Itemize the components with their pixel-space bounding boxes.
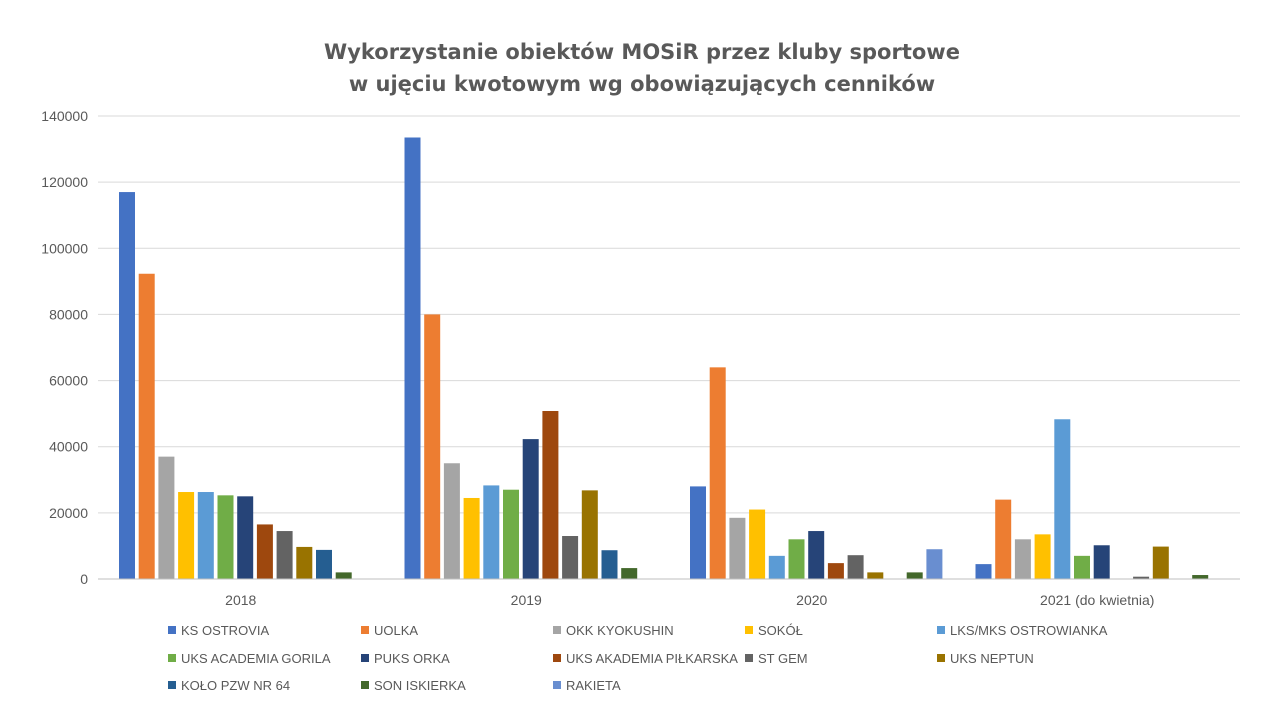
legend-label: UKS NEPTUN [950, 651, 1034, 666]
legend-swatch [361, 654, 369, 662]
legend-swatch [168, 681, 176, 689]
bar-uolka-2021-do-kwietnia- [995, 499, 1012, 579]
bar-lks-mks-ostrowianka-2019 [483, 485, 500, 579]
bar-okk-kyokushin-2020 [729, 517, 746, 579]
legend-swatch [745, 654, 753, 662]
legend-label: KOŁO PZW NR 64 [181, 678, 290, 693]
bar-st-gem-2021-do-kwietnia- [1133, 576, 1150, 579]
bar-okk-kyokushin-2021-do-kwietnia- [1014, 539, 1031, 579]
legend-label: PUKS ORKA [374, 651, 450, 666]
chart-subtitle: w ujęciu kwotowym wg obowiązujących cenn… [349, 72, 935, 96]
y-axis-ticks: 0 20000 40000 60000 80000 100000 120000 140000 [41, 108, 88, 587]
bar-uks-neptun-2020 [867, 572, 884, 579]
bar-ks-ostrovia-2019 [404, 137, 421, 579]
bar-uolka-2020 [709, 367, 726, 579]
bar-uolka-2019 [424, 314, 441, 579]
bar-puks-orka-2019 [522, 439, 539, 579]
legend-label: UOLKA [374, 623, 418, 638]
bar-puks-orka-2018 [237, 496, 254, 579]
bar-sok--2021-do-kwietnia- [1034, 534, 1051, 579]
bar-uks-akademia-pi-karska-2018 [256, 524, 273, 579]
legend-swatch [168, 654, 176, 662]
legend-label: LKS/MKS OSTROWIANKA [950, 623, 1108, 638]
bar-uks-academia-gorila-2019 [503, 489, 519, 579]
x-axis-labels: 2018 2019 2020 2021 (do kwietnia) [225, 592, 1154, 608]
legend-label: RAKIETA [566, 678, 621, 693]
legend-swatch [553, 654, 561, 662]
bar-uks-academia-gorila-2020 [788, 539, 805, 579]
bar-son-iskierka-2018 [335, 572, 352, 579]
legend-swatch [553, 681, 561, 689]
x-category-label: 2021 (do kwietnia) [1040, 592, 1154, 608]
legend-label: SOKÓŁ [758, 623, 803, 638]
bar-st-gem-2019 [562, 536, 579, 579]
legend-swatch [361, 626, 369, 634]
legend-swatch [937, 626, 945, 634]
y-tick-label: 60000 [49, 373, 88, 389]
bar-son-iskierka-2020 [906, 572, 923, 579]
y-tick-label: 20000 [49, 505, 88, 521]
bar-st-gem-2020 [847, 555, 864, 579]
legend-label: ST GEM [758, 651, 808, 666]
legend: KS OSTROVIA UOLKA OKK KYOKUSHIN SOKÓŁ LKS/MK… [168, 623, 1108, 693]
bar-uolka-2018 [138, 273, 155, 579]
bar-lks-mks-ostrowianka-2020 [768, 555, 785, 579]
bar-okk-kyokushin-2019 [443, 463, 460, 579]
chart-title: Wykorzystanie obiektów MOSiR przez kluby… [324, 40, 960, 64]
bar-lks-mks-ostrowianka-2021-do-kwietnia- [1054, 419, 1071, 579]
bar-ks-ostrovia-2020 [690, 486, 706, 579]
bar-st-gem-2018 [276, 531, 293, 579]
gridlines [98, 115, 1240, 514]
bar-uks-academia-gorila-2021-do-kwietnia- [1074, 555, 1090, 579]
legend-swatch [553, 626, 561, 634]
bar-lks-mks-ostrowianka-2018 [197, 492, 214, 579]
legend-label: KS OSTROVIA [181, 623, 269, 638]
legend-label: UKS AKADEMIA PIŁKARSKA [566, 651, 738, 666]
y-tick-label: 40000 [49, 439, 88, 455]
bar-uks-neptun-2021-do-kwietnia- [1152, 546, 1169, 579]
x-category-label: 2020 [796, 592, 827, 608]
bar-ko-o-pzw-nr-64-2018 [316, 549, 332, 579]
bar-rakieta-2020 [926, 549, 943, 579]
bar-sok--2018 [178, 492, 195, 579]
bar-son-iskierka-2019 [621, 568, 638, 579]
bar-uks-neptun-2019 [581, 490, 598, 579]
x-category-label: 2018 [225, 592, 256, 608]
bars [119, 137, 1209, 580]
bar-uks-akademia-pi-karska-2020 [827, 563, 844, 579]
bar-sok--2019 [463, 497, 480, 579]
bar-ko-o-pzw-nr-64-2019 [601, 550, 618, 579]
legend-swatch [937, 654, 945, 662]
x-category-label: 2019 [511, 592, 542, 608]
bar-ks-ostrovia-2018 [119, 192, 135, 580]
legend-label: UKS ACADEMIA GORILA [181, 651, 331, 666]
bar-uks-neptun-2018 [296, 546, 313, 579]
y-tick-label: 80000 [49, 306, 88, 322]
bar-okk-kyokushin-2018 [158, 456, 175, 579]
bar-son-iskierka-2021-do-kwietnia- [1192, 575, 1209, 579]
bar-uks-academia-gorila-2018 [217, 495, 234, 579]
y-tick-label: 120000 [41, 174, 88, 190]
legend-label: SON ISKIERKA [374, 678, 466, 693]
bar-puks-orka-2020 [808, 531, 825, 579]
legend-swatch [168, 626, 176, 634]
legend-label: OKK KYOKUSHIN [566, 623, 674, 638]
y-tick-label: 0 [80, 571, 88, 587]
bar-ks-ostrovia-2021-do-kwietnia- [975, 564, 992, 579]
legend-swatch [745, 626, 753, 634]
legend-swatch [361, 681, 369, 689]
bar-puks-orka-2021-do-kwietnia- [1093, 545, 1110, 579]
y-tick-label: 140000 [41, 108, 88, 124]
bar-sok--2020 [749, 509, 766, 579]
y-tick-label: 100000 [41, 240, 88, 256]
bar-uks-akademia-pi-karska-2019 [542, 410, 559, 579]
